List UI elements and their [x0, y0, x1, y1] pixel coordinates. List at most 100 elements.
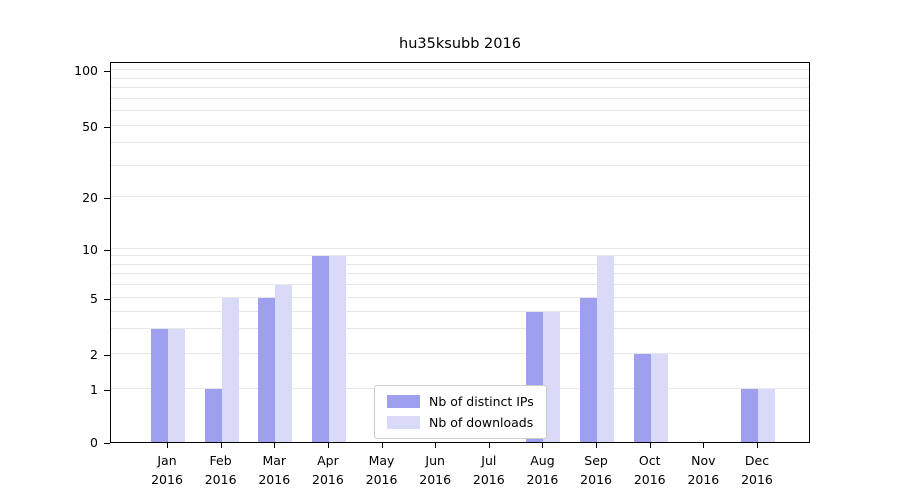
- gridline-8: [111, 263, 809, 265]
- x-tick-month: Oct: [638, 453, 661, 468]
- gridline-4: [111, 310, 809, 312]
- bar-nb-of-downloads-aug: [543, 311, 561, 442]
- x-tick-year: 2016: [365, 472, 398, 488]
- y-tick-label-5: 5: [90, 291, 98, 306]
- x-tick-mark: [435, 443, 437, 448]
- x-tick-month: May: [368, 453, 395, 468]
- x-tick-year: 2016: [204, 472, 237, 488]
- x-tick-mark: [220, 443, 222, 448]
- legend: Nb of distinct IPs Nb of downloads: [374, 385, 547, 439]
- bar-nb-of-distinct-ips-apr: [311, 256, 329, 442]
- x-tick-mark: [756, 443, 758, 448]
- x-tick-label-sep: Sep 2016: [564, 451, 628, 490]
- x-tick-month: Aug: [530, 453, 555, 468]
- y-tick-mark: [104, 71, 110, 72]
- gridline-2: [111, 353, 809, 354]
- x-tick-label-jan: Jan 2016: [135, 451, 199, 490]
- x-tick-year: 2016: [633, 472, 666, 488]
- gridline-60: [111, 110, 809, 112]
- x-tick-mark: [596, 443, 598, 448]
- x-tick-label-mar: Mar 2016: [242, 451, 306, 490]
- gridline-90: [111, 77, 809, 79]
- bar-nb-of-downloads-apr: [328, 256, 346, 442]
- gridline-7: [111, 273, 809, 275]
- x-tick-label-oct: Oct 2016: [618, 451, 682, 490]
- gridline-100: [111, 69, 809, 70]
- y-tick-label-20: 20: [82, 190, 98, 205]
- x-tick-year: 2016: [151, 472, 183, 488]
- x-tick-label-aug: Aug 2016: [510, 451, 574, 490]
- x-tick-mark: [381, 443, 383, 448]
- x-tick-mark: [703, 443, 705, 448]
- x-tick-month: Jan: [157, 453, 177, 468]
- y-tick-mark: [104, 250, 110, 251]
- gridline-40: [111, 142, 809, 144]
- plot-area: Nb of distinct IPs Nb of downloads: [110, 62, 810, 443]
- x-tick-month: Sep: [584, 453, 608, 468]
- y-tick-mark: [104, 127, 110, 128]
- x-tick-label-dec: Dec 2016: [725, 451, 789, 490]
- y-tick-label-100: 100: [74, 63, 98, 78]
- y-tick-mark: [104, 355, 110, 356]
- x-tick-month: Mar: [262, 453, 287, 468]
- chart-title: hu35ksubb 2016: [399, 36, 521, 52]
- x-tick-label-apr: Apr 2016: [296, 451, 360, 490]
- y-tick-label-10: 10: [82, 242, 98, 257]
- bar-nb-of-distinct-ips-dec: [740, 389, 758, 442]
- bar-nb-of-downloads-sep: [597, 256, 615, 442]
- x-tick-month: Jun: [425, 453, 445, 468]
- bar-nb-of-distinct-ips-jan: [151, 329, 168, 442]
- y-tick-mark: [104, 443, 110, 444]
- x-tick-mark: [327, 443, 329, 448]
- legend-swatch: [387, 416, 420, 429]
- x-tick-year: 2016: [419, 472, 452, 488]
- y-tick-mark: [104, 299, 110, 300]
- x-tick-month: Jul: [481, 453, 497, 468]
- gridline-6: [111, 284, 809, 286]
- bar-nb-of-downloads-mar: [275, 285, 293, 442]
- y-tick-label-2: 2: [90, 347, 98, 362]
- bar-nb-of-downloads-jan: [168, 329, 185, 442]
- x-tick-label-feb: Feb 2016: [189, 451, 253, 490]
- bar-nb-of-distinct-ips-mar: [258, 298, 276, 442]
- legend-entry-nb-of-distinct-ips: Nb of distinct IPs: [387, 394, 534, 409]
- legend-swatch: [387, 395, 420, 408]
- bar-nb-of-downloads-oct: [650, 354, 668, 442]
- legend-label: Nb of downloads: [429, 415, 534, 430]
- x-tick-month: Dec: [744, 453, 770, 468]
- gridline-30: [111, 164, 809, 166]
- bar-nb-of-downloads-feb: [221, 298, 239, 442]
- x-tick-label-jun: Jun 2016: [403, 451, 467, 490]
- gridline-3: [111, 328, 809, 330]
- x-tick-label-jul: Jul 2016: [457, 451, 521, 490]
- y-tick-mark: [104, 198, 110, 199]
- y-tick-mark: [104, 390, 110, 391]
- x-tick-label-nov: Nov 2016: [671, 451, 735, 490]
- y-tick-label-50: 50: [82, 119, 98, 134]
- x-tick-year: 2016: [472, 472, 505, 488]
- gridline-50: [111, 125, 809, 126]
- x-tick-year: 2016: [580, 472, 612, 488]
- x-tick-mark: [542, 443, 544, 448]
- bar-nb-of-distinct-ips-oct: [633, 354, 651, 442]
- x-tick-label-may: May 2016: [350, 451, 414, 490]
- gridline-80: [111, 87, 809, 89]
- x-tick-year: 2016: [741, 472, 773, 488]
- x-tick-month: Nov: [691, 453, 716, 468]
- gridline-9: [111, 255, 809, 257]
- gridline-20: [111, 196, 809, 197]
- legend-entry-nb-of-downloads: Nb of downloads: [387, 415, 534, 430]
- x-tick-mark: [274, 443, 276, 448]
- gridline-70: [111, 97, 809, 99]
- bar-nb-of-downloads-dec: [757, 389, 775, 442]
- x-tick-mark: [167, 443, 168, 448]
- x-tick-mark: [649, 443, 651, 448]
- y-tick-label-0: 0: [90, 435, 98, 450]
- x-tick-month: Feb: [209, 453, 232, 468]
- bar-nb-of-distinct-ips-feb: [204, 389, 222, 442]
- x-tick-year: 2016: [526, 472, 559, 488]
- x-tick-year: 2016: [258, 472, 291, 488]
- x-tick-month: Apr: [317, 453, 339, 468]
- x-tick-year: 2016: [312, 472, 344, 488]
